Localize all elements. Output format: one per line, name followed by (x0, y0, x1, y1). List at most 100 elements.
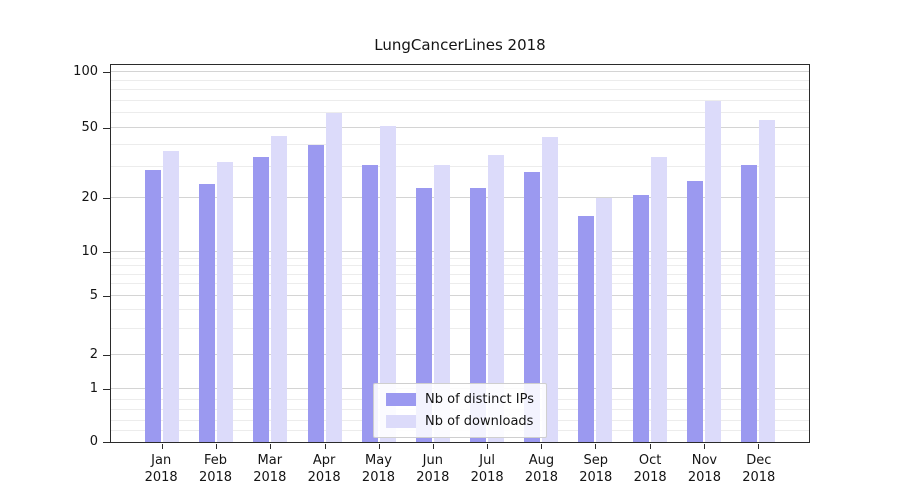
bar-distinct-ips (632, 194, 649, 442)
bar-downloads (758, 119, 775, 442)
x-label-month: Apr (312, 453, 336, 468)
bar-group (568, 198, 622, 442)
minor-gridline (111, 327, 809, 329)
x-axis-tick (432, 444, 434, 449)
bar-distinct-ips (578, 215, 595, 442)
y-axis-tick (103, 355, 110, 357)
major-gridline (111, 71, 809, 73)
x-label-year: 2018 (470, 470, 504, 485)
minor-gridline (111, 265, 809, 267)
bar-distinct-ips (470, 187, 487, 442)
major-gridline (111, 126, 809, 128)
x-label-month: Jan (151, 453, 172, 468)
y-axis-tick-label: 10 (81, 243, 98, 259)
bar-group (298, 113, 352, 442)
x-axis-tick-label: Oct 2018 (623, 452, 677, 486)
x-axis-tick (703, 444, 705, 449)
x-label-month: Oct (638, 453, 662, 468)
bar-distinct-ips (686, 181, 703, 442)
x-axis-tick-label: Feb 2018 (188, 452, 242, 486)
bars-container (111, 65, 809, 442)
legend-swatch (386, 393, 417, 406)
x-axis-tick (649, 444, 651, 449)
y-axis-tick (103, 198, 110, 200)
bar-distinct-ips (740, 164, 757, 442)
minor-gridline (111, 283, 809, 285)
bar-group (406, 164, 460, 442)
x-axis-tick (162, 444, 164, 449)
x-axis-tick-label: May 2018 (351, 452, 405, 486)
legend-item: Nb of distinct IPs (386, 392, 534, 407)
x-label-month: Mar (257, 453, 283, 468)
x-axis-tick-label: Apr 2018 (297, 452, 351, 486)
minor-gridline (111, 89, 809, 91)
bar-downloads (163, 150, 180, 442)
bar-downloads (217, 162, 234, 442)
x-axis-tick (270, 444, 272, 449)
x-axis-tick (324, 444, 326, 449)
bar-downloads (325, 113, 342, 442)
x-label-month: Nov (691, 453, 718, 468)
y-axis-tick-label: 20 (81, 190, 98, 206)
minor-gridline (111, 257, 809, 259)
x-label-year: 2018 (687, 470, 721, 485)
chart-title: LungCancerLines 2018 (374, 36, 546, 54)
bar-group (677, 100, 731, 442)
y-axis-tick (103, 295, 110, 297)
x-axis-tick-label: Mar 2018 (243, 452, 297, 486)
bar-distinct-ips (415, 187, 432, 442)
y-axis-tick-label: 100 (73, 64, 98, 80)
x-label-month: Dec (746, 453, 772, 468)
x-label-month: Sep (583, 453, 609, 468)
y-axis-tick (103, 442, 110, 443)
x-label-year: 2018 (742, 470, 776, 485)
bar-downloads (650, 157, 667, 442)
x-label-year: 2018 (633, 470, 667, 485)
bar-downloads (379, 126, 396, 442)
legend: Nb of distinct IPs Nb of downloads (373, 383, 547, 438)
legend-item: Nb of downloads (386, 414, 534, 429)
x-label-year: 2018 (579, 470, 613, 485)
x-axis-tick-label: Sep 2018 (569, 452, 623, 486)
x-label-month: Jun (422, 453, 443, 468)
x-label-year: 2018 (198, 470, 233, 485)
y-axis-tick (103, 389, 110, 391)
x-label-month: Aug (528, 453, 555, 468)
x-label-month: Jul (479, 453, 495, 468)
x-axis-tick (378, 444, 380, 449)
x-axis-tick-label: Dec 2018 (732, 452, 786, 486)
x-axis-tick-label: Jun 2018 (406, 452, 460, 486)
x-label-year: 2018 (307, 470, 341, 485)
x-label-year: 2018 (361, 470, 396, 485)
bar-group (189, 162, 243, 442)
x-label-year: 2018 (416, 470, 450, 485)
x-axis-tick (541, 444, 543, 449)
minor-gridline (111, 166, 809, 168)
major-gridline (111, 354, 809, 356)
major-gridline (111, 294, 809, 296)
legend-label: Nb of distinct IPs (425, 392, 534, 407)
bar-downloads (704, 100, 721, 442)
x-axis-tick-label: Nov 2018 (677, 452, 731, 486)
y-axis-tick-label: 2 (89, 347, 98, 363)
x-axis-tick-label: Aug 2018 (514, 452, 568, 486)
bar-distinct-ips (524, 172, 541, 442)
bar-group (731, 119, 785, 442)
minor-gridline (111, 99, 809, 101)
bar-downloads (596, 198, 613, 442)
bar-distinct-ips (307, 144, 324, 442)
x-axis-tick-label: Jan 2018 (134, 452, 188, 486)
x-axis-tick (757, 444, 759, 449)
legend-label: Nb of downloads (425, 414, 534, 429)
x-axis-tick-label: Jul 2018 (460, 452, 514, 486)
bar-distinct-ips (145, 169, 162, 442)
x-axis-tick (216, 444, 218, 449)
bar-distinct-ips (361, 164, 378, 442)
x-axis: Jan 2018 Feb 2018 Mar 2018 Apr 2018 May 2018 Jun 20… (110, 452, 810, 486)
bar-group (460, 155, 514, 442)
bar-group (514, 137, 568, 442)
minor-gridline (111, 143, 809, 145)
x-label-year: 2018 (524, 470, 558, 485)
x-label-month: May (365, 453, 392, 468)
